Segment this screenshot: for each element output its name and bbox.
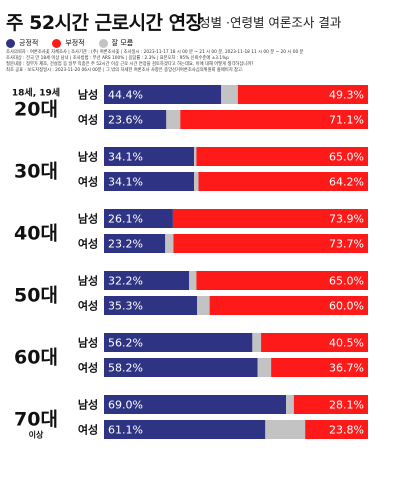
gender-label: 남성 xyxy=(78,88,98,102)
gender-label: 남성 xyxy=(78,212,98,226)
legend-swatch-negative xyxy=(52,38,62,48)
bar-segment-negative xyxy=(293,395,368,414)
bar-segment-negative xyxy=(271,358,368,377)
data-label-positive: 26.1% xyxy=(108,213,143,226)
data-label-negative: 60.0% xyxy=(329,300,364,313)
bar-segment-negative xyxy=(196,271,368,290)
gender-label: 남성 xyxy=(78,274,98,288)
page-title: 주 52시간 근로시간 연장 xyxy=(6,12,203,34)
bar-segment-negative xyxy=(305,420,368,439)
bar-segment-dontknow xyxy=(165,234,174,253)
data-label-negative: 65.0% xyxy=(329,275,364,288)
gender-label: 여성 xyxy=(78,299,98,313)
legend-label-negative: 부정적 xyxy=(65,39,85,47)
bar-segment-positive xyxy=(104,147,195,166)
data-label-positive: 44.4% xyxy=(108,89,143,102)
survey-note-3: 질문내용 : 정부가 제조, 건설업 등 일부 직종은 주 52시간 이상 근로… xyxy=(6,62,254,67)
age-group-label: 30대 xyxy=(14,161,58,183)
legend-label-dontknow: 잘 모름 xyxy=(111,39,134,47)
data-label-negative: 71.1% xyxy=(329,114,364,127)
data-label-positive: 34.1% xyxy=(108,176,143,189)
bar-segment-positive xyxy=(104,358,258,377)
bar-segment-dontknow xyxy=(189,271,197,290)
gender-label: 남성 xyxy=(78,150,98,164)
bar-segment-negative xyxy=(172,209,368,228)
survey-note-4: 최초 공표 · 보도지정일시 : 2023-11-20 06시 00분 | 그 … xyxy=(6,68,244,73)
gender-label: 여성 xyxy=(78,423,98,437)
data-label-positive: 61.1% xyxy=(108,424,143,437)
bar-segment-positive xyxy=(104,296,198,315)
gender-label: 여성 xyxy=(78,361,98,375)
data-label-positive: 32.2% xyxy=(108,275,143,288)
age-group-label: 50대 xyxy=(14,285,58,307)
data-label-negative: 28.1% xyxy=(329,399,364,412)
legend-label-positive: 긍정적 xyxy=(19,39,39,47)
gender-label: 남성 xyxy=(78,398,98,412)
legend-item-dontknow: 잘 모름 xyxy=(98,38,134,48)
gender-label: 여성 xyxy=(78,175,98,189)
bar-segment-positive xyxy=(104,333,253,352)
bar-segment-negative xyxy=(198,172,368,191)
bar-segment-dontknow xyxy=(194,147,197,166)
bar-segment-negative xyxy=(180,110,368,129)
data-label-negative: 73.9% xyxy=(329,213,364,226)
age-group-label: 20대 xyxy=(14,99,58,121)
bar-segment-dontknow xyxy=(252,333,262,352)
bar-segment-positive xyxy=(104,234,166,253)
bar-segment-positive xyxy=(104,395,287,414)
data-label-positive: 58.2% xyxy=(108,362,143,375)
gender-label: 여성 xyxy=(78,237,98,251)
page-subtitle: 성별 ·연령별 여론조사 결과 xyxy=(199,15,342,30)
bar-segment-negative xyxy=(209,296,368,315)
data-label-negative: 40.5% xyxy=(329,337,364,350)
data-label-negative: 36.7% xyxy=(329,362,364,375)
bar-segment-dontknow xyxy=(221,85,238,104)
data-label-positive: 69.0% xyxy=(108,399,143,412)
bar-segment-dontknow xyxy=(257,358,272,377)
bar-segment-dontknow xyxy=(286,395,294,414)
age-group-label: 40대 xyxy=(14,223,58,245)
data-label-negative: 23.8% xyxy=(329,424,364,437)
bar-segment-positive xyxy=(104,420,266,439)
bar-segment-negative xyxy=(237,85,368,104)
legend: 긍정적 부정적 잘 모름 xyxy=(6,38,147,48)
data-label-positive: 34.1% xyxy=(108,151,143,164)
bar-segment-dontknow xyxy=(166,110,181,129)
survey-note-1: 조사의뢰자 : 여론조사꽃 자체조사 | 조사기관 : (주) 여론조사꽃 | … xyxy=(6,50,304,55)
age-group-prefix: 18세, 19세 xyxy=(12,87,60,99)
bar-segment-positive xyxy=(104,209,173,228)
age-group-label: 70대 xyxy=(14,409,58,431)
bar-segment-negative xyxy=(261,333,368,352)
data-label-negative: 73.7% xyxy=(329,238,364,251)
bar-segment-dontknow xyxy=(194,172,199,191)
bar-segment-positive xyxy=(104,110,167,129)
bar-segment-positive xyxy=(104,271,190,290)
age-group-label: 60대 xyxy=(14,347,58,369)
survey-note-2: 조사대상 : 전국 만 18세 이상 남녀 | 조사방법 : 무선 ARS 10… xyxy=(6,56,229,61)
data-label-positive: 56.2% xyxy=(108,337,143,350)
bar-segment-positive xyxy=(104,85,222,104)
data-label-positive: 23.2% xyxy=(108,238,143,251)
bar-segment-negative xyxy=(173,234,368,253)
data-label-negative: 49.3% xyxy=(329,89,364,102)
legend-swatch-positive xyxy=(6,38,15,48)
gender-label: 남성 xyxy=(78,336,98,350)
legend-swatch-dontknow xyxy=(98,38,108,48)
bar-segment-negative xyxy=(196,147,368,166)
age-group-suffix: 이상 xyxy=(29,430,44,440)
legend-item-positive: 긍정적 xyxy=(6,38,38,48)
bar-segment-dontknow xyxy=(265,420,306,439)
data-label-negative: 64.2% xyxy=(329,176,364,189)
bar-segment-dontknow xyxy=(197,296,210,315)
gender-label: 여성 xyxy=(78,113,98,127)
legend-item-negative: 부정적 xyxy=(52,38,85,48)
bar-segment-positive xyxy=(104,172,195,191)
data-label-positive: 23.6% xyxy=(108,114,143,127)
data-label-positive: 35.3% xyxy=(108,300,143,313)
data-label-negative: 65.0% xyxy=(329,151,364,164)
